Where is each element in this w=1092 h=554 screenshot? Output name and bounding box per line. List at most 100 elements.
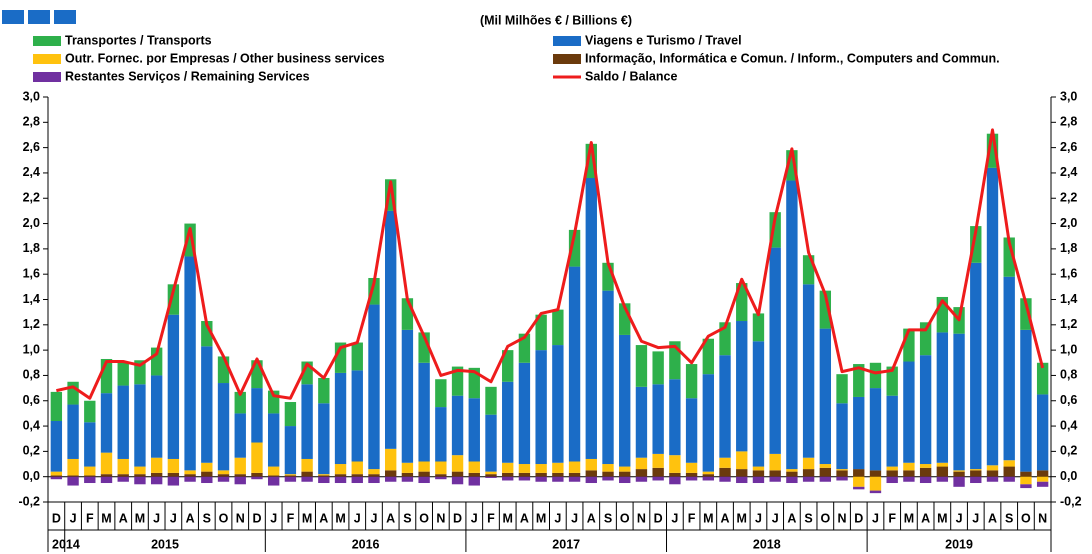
x-tick-label: J xyxy=(772,511,779,525)
bar-segment xyxy=(468,461,480,473)
bar-segment xyxy=(518,464,531,473)
chart-title: (Mil Milhões € / Billions €) xyxy=(480,13,632,27)
bar-segment xyxy=(1036,476,1049,482)
bar-segment xyxy=(869,388,882,471)
x-tick-label: J xyxy=(956,511,963,525)
bar-segment xyxy=(67,475,79,477)
y-tick-label: 0,2 xyxy=(23,444,40,458)
bar-segment xyxy=(418,362,430,462)
bar-segment xyxy=(535,472,547,477)
bar-segment xyxy=(652,467,664,477)
logo-block xyxy=(54,10,76,24)
bar-segment xyxy=(552,309,564,346)
x-tick-label: M xyxy=(937,511,947,525)
bar-segment xyxy=(217,383,230,471)
x-tick-label: J xyxy=(755,511,762,525)
legend-swatch xyxy=(33,72,61,82)
bar-segment xyxy=(284,402,297,427)
bar-segment xyxy=(702,374,714,472)
x-tick-label: S xyxy=(203,511,211,525)
y-tick-label: 2,0 xyxy=(1060,216,1077,230)
x-tick-label: N xyxy=(1038,511,1047,525)
bar-segment xyxy=(886,470,898,477)
bar-segment xyxy=(752,470,765,477)
bar-segment xyxy=(50,476,63,480)
bar-segment xyxy=(485,414,497,472)
bar-segment xyxy=(919,464,932,468)
bar-segment xyxy=(234,413,246,458)
bar-segment xyxy=(619,471,631,477)
bar-segment xyxy=(318,403,330,475)
bar-segment xyxy=(84,422,96,467)
x-tick-label: J xyxy=(153,511,160,525)
bar-segment xyxy=(853,486,865,490)
bar-segment xyxy=(150,347,163,376)
bar-segment xyxy=(284,476,297,482)
bar-segment xyxy=(802,255,815,285)
y-tick-label: 3,0 xyxy=(23,89,40,103)
bar-segment xyxy=(150,375,163,458)
bar-segment xyxy=(134,360,146,385)
bar-segment xyxy=(836,470,848,477)
bar-segment xyxy=(1020,329,1032,472)
x-tick-label: A xyxy=(787,511,796,525)
bar-segment xyxy=(769,476,781,482)
bar-segment xyxy=(334,372,347,465)
bar-segment xyxy=(418,461,430,472)
bar-segment xyxy=(267,476,280,486)
bar-segment xyxy=(669,455,681,473)
x-tick-label: M xyxy=(135,511,145,525)
bar-segment xyxy=(535,476,547,482)
bar-segment xyxy=(301,476,313,482)
bar-segment xyxy=(936,462,949,467)
bar-segment xyxy=(802,284,815,458)
bar-segment xyxy=(301,471,313,477)
bar-segment xyxy=(886,476,898,484)
bar-segment xyxy=(786,150,798,181)
y-tick-label: 1,0 xyxy=(23,342,40,356)
x-tick-label: F xyxy=(888,511,896,525)
x-tick-label: S xyxy=(403,511,411,525)
bar-segment xyxy=(502,476,514,481)
bar-segment xyxy=(267,466,280,476)
bar-segment xyxy=(802,469,815,477)
bar-segment xyxy=(468,472,480,477)
bar-segment xyxy=(719,467,731,477)
bar-segment xyxy=(301,458,313,472)
bar-segment xyxy=(853,396,865,470)
bar-segment xyxy=(652,476,664,481)
bar-segment xyxy=(836,403,848,470)
bar-segment xyxy=(368,476,380,484)
bar-segment xyxy=(903,462,915,471)
bar-segment xyxy=(184,223,196,257)
bar-segment xyxy=(819,328,832,465)
bar-segment xyxy=(769,247,781,454)
bar-segment xyxy=(986,470,999,477)
x-tick-label: F xyxy=(688,511,696,525)
bar-segment xyxy=(953,471,965,477)
bar-segment xyxy=(351,474,363,477)
bar-segment xyxy=(401,298,414,330)
bar-segment xyxy=(418,332,430,363)
bar-segment xyxy=(435,461,447,475)
bar-segment xyxy=(301,361,313,385)
bar-segment xyxy=(970,226,982,263)
bar-segment xyxy=(1036,481,1049,487)
y-tick-label: 1,2 xyxy=(1060,317,1077,331)
bar-segment xyxy=(201,476,213,484)
bar-segment xyxy=(451,395,464,456)
bar-segment xyxy=(100,474,113,477)
bar-segment xyxy=(919,322,932,356)
y-tick-label: 3,0 xyxy=(1060,89,1077,103)
bar-segment xyxy=(719,322,731,356)
bar-segment xyxy=(100,476,113,484)
bar-segment xyxy=(267,390,280,414)
x-tick-label: D xyxy=(453,511,462,525)
bar-segment xyxy=(251,476,263,480)
x-tick-label: D xyxy=(654,511,663,525)
legend-label: Saldo / Balance xyxy=(585,69,677,83)
bar-segment xyxy=(702,338,714,375)
bar-segment xyxy=(602,262,614,291)
bar-segment xyxy=(418,471,430,477)
bar-segment xyxy=(568,476,581,482)
